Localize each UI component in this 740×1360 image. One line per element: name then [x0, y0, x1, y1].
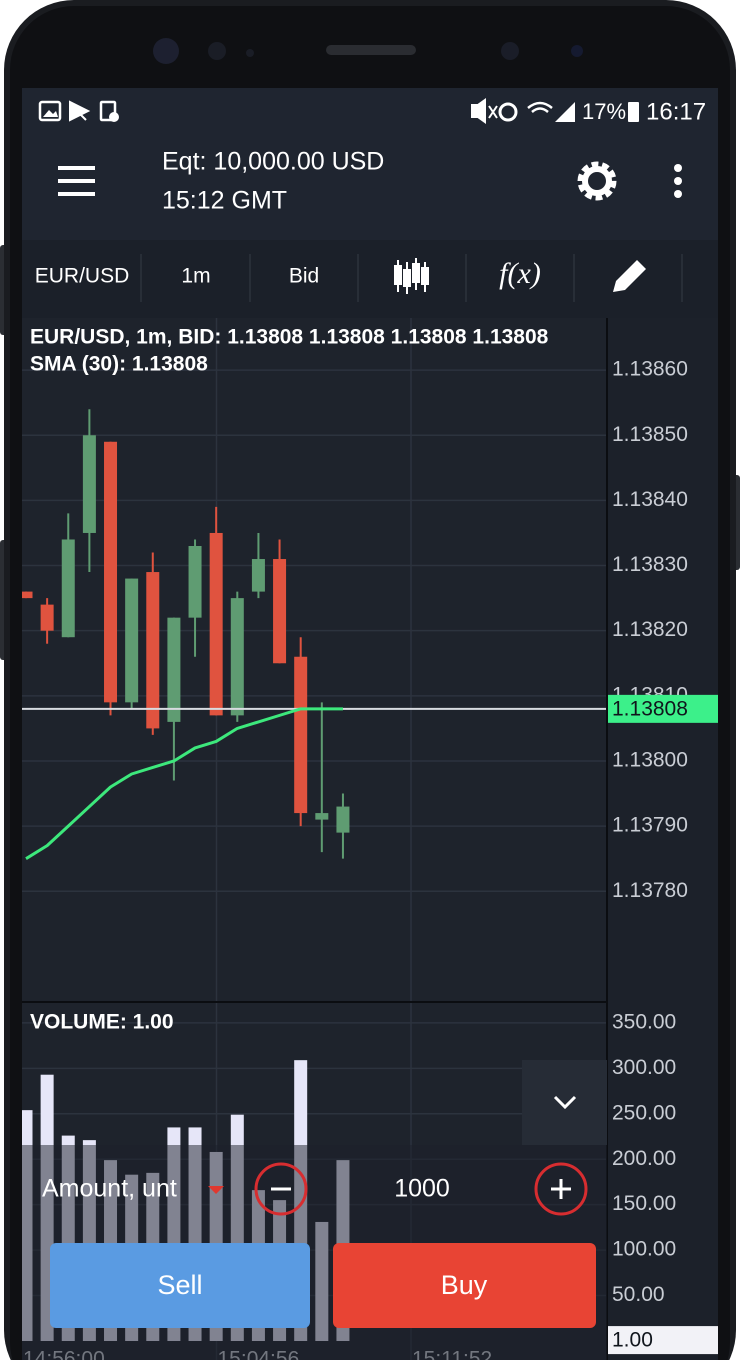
- amount-value[interactable]: 1000: [394, 1175, 450, 1203]
- collapse-button[interactable]: [522, 1060, 607, 1145]
- y-tick-label: 200.00: [612, 1147, 676, 1170]
- current-volume-box: [608, 1326, 718, 1355]
- candle-body: [188, 546, 202, 618]
- indicators-button[interactable]: f(x): [499, 257, 541, 290]
- chevron: [553, 1095, 577, 1110]
- candle-body: [167, 617, 181, 722]
- y-tick-label: 300.00: [612, 1056, 676, 1079]
- sma-legend: SMA (30): 1.13808: [30, 353, 208, 376]
- sensor: [501, 42, 519, 60]
- candle-body: [61, 539, 75, 638]
- candle-body: [336, 806, 350, 833]
- draw-button[interactable]: [613, 260, 646, 292]
- buy-label[interactable]: Buy: [441, 1270, 488, 1300]
- y-tick-label: 1.13860: [612, 358, 688, 381]
- y-tick-label: 1.13840: [612, 488, 688, 511]
- equity: Eqt: 10,000.00 USD: [162, 148, 384, 176]
- chart-type-button[interactable]: [394, 258, 429, 294]
- decrease-button[interactable]: [254, 1162, 308, 1216]
- candle-body: [40, 604, 54, 631]
- current-price-box: [608, 694, 718, 723]
- candle-body: [230, 598, 244, 716]
- candle-body: [294, 656, 308, 814]
- app-bar: [22, 88, 718, 240]
- candle-body: [273, 559, 287, 664]
- y-tick-label: 350.00: [612, 1010, 676, 1033]
- candle-body: [315, 813, 329, 820]
- status-icons: [38, 98, 639, 124]
- toolbar-separators: [140, 254, 683, 302]
- settings-button[interactable]: [577, 161, 617, 201]
- speaker: [326, 45, 416, 55]
- timeframe-button[interactable]: 1m: [181, 265, 210, 288]
- clock: 16:17: [646, 98, 706, 125]
- menu-button[interactable]: [58, 166, 95, 196]
- sensor: [571, 45, 583, 57]
- current-volume-label: 1.00: [612, 1329, 653, 1352]
- y-tick-label: 250.00: [612, 1101, 676, 1124]
- buy-button[interactable]: [333, 1243, 596, 1328]
- y-tick-label: 100.00: [612, 1238, 676, 1261]
- y-tick-label: 1.13790: [612, 814, 688, 837]
- chart-legend: EUR/USD, 1m, BID: 1.13808 1.13808 1.1380…: [30, 326, 549, 349]
- price-type-button[interactable]: Bid: [289, 265, 319, 288]
- camera: [153, 38, 179, 64]
- y-tick-label: 1.13780: [612, 879, 688, 902]
- candle-body: [125, 578, 139, 703]
- amount-label: Amount, unt: [42, 1175, 177, 1203]
- server-time: 15:12 GMT: [162, 187, 287, 215]
- symbol-button[interactable]: EUR/USD: [35, 265, 130, 288]
- sensor: [208, 42, 226, 60]
- increase-button[interactable]: [534, 1162, 588, 1216]
- candle-body: [146, 572, 160, 729]
- sma-line: [25, 707, 343, 860]
- current-price-label: 1.13808: [612, 697, 688, 720]
- y-tick-label: 1.13850: [612, 423, 688, 446]
- y-tick-label: 150.00: [612, 1192, 676, 1215]
- candle-body: [82, 435, 96, 533]
- more-button[interactable]: [674, 164, 682, 198]
- sell-label[interactable]: Sell: [157, 1270, 202, 1300]
- amount-dropdown[interactable]: [208, 1186, 224, 1194]
- battery-level: 17%: [582, 99, 626, 124]
- y-tick-label: 1.13800: [612, 749, 688, 772]
- candle-body: [209, 532, 223, 716]
- volume-legend: VOLUME: 1.00: [30, 1011, 174, 1034]
- y-tick-label: 50.00: [612, 1283, 665, 1306]
- candle-body: [251, 559, 265, 592]
- candle-body: [104, 441, 118, 703]
- y-tick-label: 1.13820: [612, 618, 688, 641]
- axes: 1.137801.137901.138001.138101.138201.138…: [608, 358, 718, 1355]
- sell-button[interactable]: [50, 1243, 310, 1328]
- toolbar: [22, 240, 718, 318]
- sensor: [246, 49, 254, 57]
- candle-body: [22, 591, 33, 599]
- y-tick-label: 1.13830: [612, 553, 688, 576]
